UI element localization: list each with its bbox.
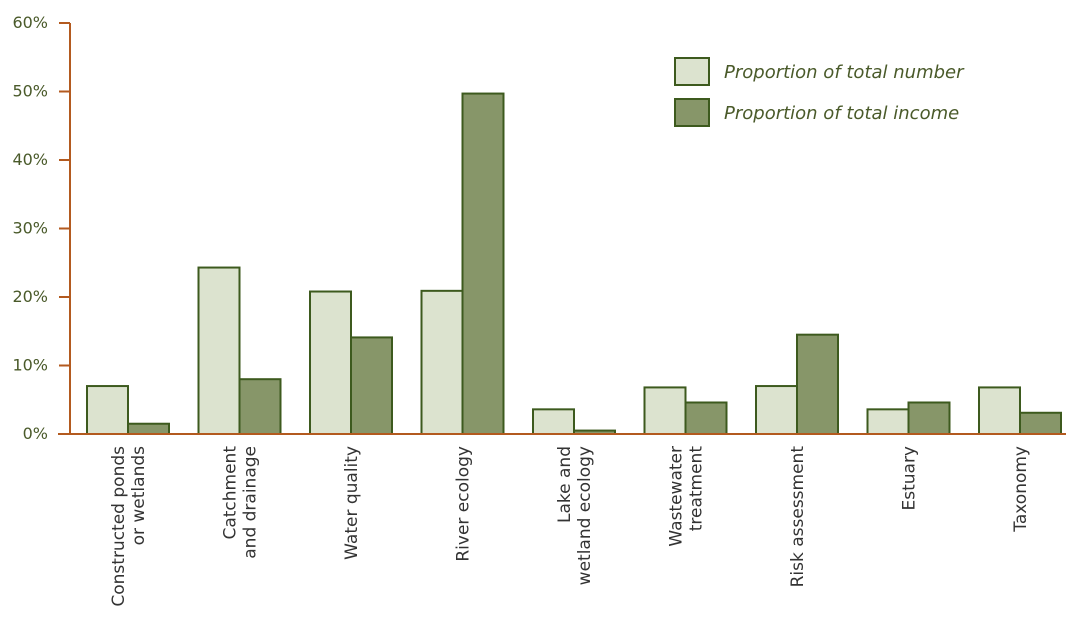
y-tick-label: 50% [12, 82, 48, 101]
bar [86, 385, 129, 435]
y-tick-label: 30% [12, 219, 48, 238]
axes [58, 23, 1066, 435]
bar [127, 422, 170, 436]
bar [643, 386, 687, 436]
x-tick-label: Constructed ponds [109, 446, 129, 607]
x-tick-label: treatment [687, 446, 707, 532]
bar [907, 401, 951, 435]
bar [796, 333, 839, 435]
x-tick-label: wetland ecology [575, 446, 595, 585]
bar [684, 401, 728, 435]
bar [866, 408, 910, 435]
legend-swatch [674, 57, 710, 86]
x-tick-label: Wastewater [667, 446, 687, 547]
y-tick-label: 60% [12, 13, 48, 32]
bar [309, 290, 352, 435]
bar [755, 385, 798, 435]
bar [238, 378, 282, 436]
x-tick-label: Water quality [342, 446, 362, 560]
legend: Proportion of total number Proportion of … [674, 57, 965, 127]
bar [978, 386, 1021, 436]
x-tick-label: and drainage [241, 446, 261, 559]
x-tick-label: or wetlands [129, 446, 149, 546]
x-tick-label: Estuary [900, 446, 920, 511]
bar [197, 266, 241, 436]
bar [1019, 411, 1062, 436]
x-axis-labels: Constructed ponds or wetlands Catchment and… [109, 446, 1031, 607]
x-tick-label: Taxonomy [1011, 446, 1031, 533]
bar [350, 336, 393, 436]
bar [420, 289, 464, 435]
y-tick-label: 10% [12, 356, 48, 375]
y-tick-label: 0% [23, 424, 48, 443]
bars [86, 92, 1062, 436]
legend-label: Proportion of total number [724, 62, 965, 83]
x-tick-label: River ecology [454, 446, 474, 562]
bar [461, 92, 505, 436]
y-tick-label: 20% [12, 287, 48, 306]
y-axis-ticks: 0% 10% 20% 30% 40% 50% 60% [12, 13, 70, 443]
x-tick-label: Lake and [555, 446, 575, 523]
legend-swatch [674, 98, 710, 127]
x-tick-label: Catchment [221, 446, 241, 540]
x-tick-label: Risk assessment [788, 446, 808, 588]
y-tick-label: 40% [12, 150, 48, 169]
legend-label: Proportion of total income [724, 103, 959, 124]
bar [532, 408, 575, 435]
